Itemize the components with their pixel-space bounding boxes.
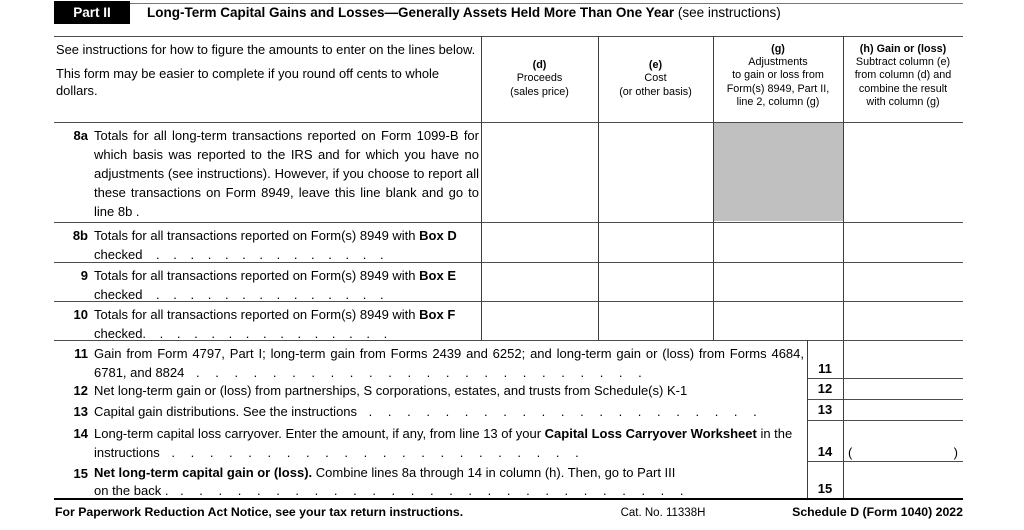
line-number-11: 11	[74, 346, 88, 361]
amount-cell-15[interactable]	[844, 461, 963, 498]
line-number-box-14: 14	[817, 444, 833, 459]
entry-10-d[interactable]	[482, 302, 597, 339]
footer-paperwork-notice: For Paperwork Reduction Act Notice, see …	[55, 505, 464, 519]
entry-9-d[interactable]	[482, 263, 597, 300]
row8b-bottom-rule	[54, 262, 963, 263]
entry-10-h[interactable]	[844, 302, 963, 339]
entry-8b-d[interactable]	[482, 223, 597, 261]
row-8a-text: Totals for all long-term transactions re…	[94, 128, 479, 219]
line-number-box-13: 13	[817, 402, 833, 417]
amount-cell-14[interactable]: ( )	[844, 420, 963, 461]
line13-bottom-rule	[807, 420, 963, 421]
dot-leader: . . . . . . . . . . . . . . . . . . . . …	[180, 483, 690, 498]
negative-parentheses: ( )	[844, 420, 963, 461]
part-label-box: Part II	[54, 0, 130, 24]
top-rule	[54, 3, 963, 4]
dot-leader: . . . . . . . . . . . . . . . . . . . . …	[368, 404, 763, 419]
open-paren: (	[848, 445, 853, 460]
dot-leader: . . . . . . . . . . . . . . . . . . . . …	[196, 365, 648, 380]
dot-leader: . . . . . . . . . . . . . .	[159, 326, 393, 341]
entry-8b-g[interactable]	[714, 223, 842, 261]
line-14-text: Long-term capital loss carryover. Enter …	[94, 426, 793, 460]
line-number-12: 12	[73, 383, 88, 398]
amount-cell-12[interactable]	[844, 378, 963, 399]
entry-8a-d[interactable]	[482, 123, 597, 221]
row-10-text: Totals for all transactions reported on …	[94, 307, 456, 341]
shaded-cell-8a-g	[714, 123, 843, 221]
line-13-text: Capital gain distributions. See the inst…	[94, 404, 763, 419]
line-number-13: 13	[73, 404, 88, 419]
line-15-text: Net long-term capital gain or (loss). Co…	[94, 465, 690, 498]
row-8b-text: Totals for all transactions reported on …	[94, 228, 457, 262]
footer-form-id: Schedule D (Form 1040) 2022	[792, 505, 963, 519]
line11-bottom-rule	[807, 378, 963, 379]
dot-leader: . . . . . . . . . . . . . .	[156, 287, 389, 302]
col-d-left-border	[481, 36, 482, 340]
entry-8b-e[interactable]	[599, 223, 712, 261]
column-header-e: (e) Cost (or other basis)	[619, 59, 692, 98]
row10-bottom-rule	[54, 340, 963, 341]
line-number-14: 14	[73, 426, 88, 441]
numbox-left-border	[807, 340, 808, 498]
entry-9-e[interactable]	[599, 263, 712, 300]
header-bottom-rule	[54, 122, 963, 123]
part-header-band: Part II Long-Term Capital Gains and Loss…	[54, 0, 963, 24]
form-part2: Part II Long-Term Capital Gains and Loss…	[54, 0, 963, 530]
row8a-bottom-rule	[54, 222, 963, 223]
entry-8b-h[interactable]	[844, 223, 963, 261]
table-top-rule	[54, 36, 963, 37]
line-11-text: Gain from Form 4797, Part I; long-term g…	[94, 346, 804, 380]
close-paren: )	[953, 445, 958, 460]
col-h-left-border	[843, 36, 844, 498]
entry-8a-e[interactable]	[599, 123, 712, 221]
dot-leader: . . . . . . . . . . . . . .	[156, 247, 389, 262]
column-header-h: (h) Gain or (loss) Subtract column (e) f…	[854, 43, 952, 108]
part-title: Long-Term Capital Gains and Losses—Gener…	[147, 5, 781, 20]
entry-9-h[interactable]	[844, 263, 963, 300]
line-number-8b: 8b	[72, 228, 88, 243]
line-number-box-12: 12	[817, 381, 833, 396]
amount-cell-13[interactable]	[844, 399, 963, 420]
row-9-text: Totals for all transactions reported on …	[94, 268, 456, 302]
entry-10-g[interactable]	[714, 302, 842, 339]
line14-bottom-rule	[807, 461, 963, 462]
line-number-9: 9	[80, 268, 88, 283]
header-instructions-1: See instructions for how to figure the a…	[56, 42, 476, 57]
column-header-g: (g) Adjustments to gain or loss from For…	[726, 43, 830, 108]
column-header-d: (d) Proceeds (sales price)	[510, 59, 569, 98]
line-number-10: 10	[73, 307, 88, 322]
footer-catalog-number: Cat. No. 11338H	[620, 507, 706, 519]
entry-9-g[interactable]	[714, 263, 842, 300]
line-number-15: 15	[73, 466, 88, 481]
part-title-note: (see instructions)	[674, 4, 781, 20]
line-number-8a: 8a	[73, 128, 88, 143]
footer-thick-rule	[54, 498, 963, 500]
entry-10-e[interactable]	[599, 302, 712, 339]
column-header-description: See instructions for how to figure the a…	[56, 41, 476, 99]
row9-bottom-rule	[54, 301, 963, 302]
line-number-box-15: 15	[817, 481, 833, 496]
header-instructions-2: This form may be easier to complete if y…	[56, 66, 440, 98]
col-g-left-border	[713, 36, 714, 340]
entry-8a-h[interactable]	[844, 123, 963, 221]
dot-leader: . . . . . . . . . . . . . . . . . . . . …	[171, 445, 585, 460]
line-number-box-11: 11	[818, 361, 832, 376]
line12-bottom-rule	[807, 399, 963, 400]
line-12-text: Net long-term gain or (loss) from partne…	[94, 383, 688, 398]
col-e-left-border	[598, 36, 599, 340]
amount-cell-11[interactable]	[844, 340, 963, 378]
part-title-text: Long-Term Capital Gains and Losses—Gener…	[147, 4, 675, 20]
part-label: Part II	[73, 4, 111, 20]
